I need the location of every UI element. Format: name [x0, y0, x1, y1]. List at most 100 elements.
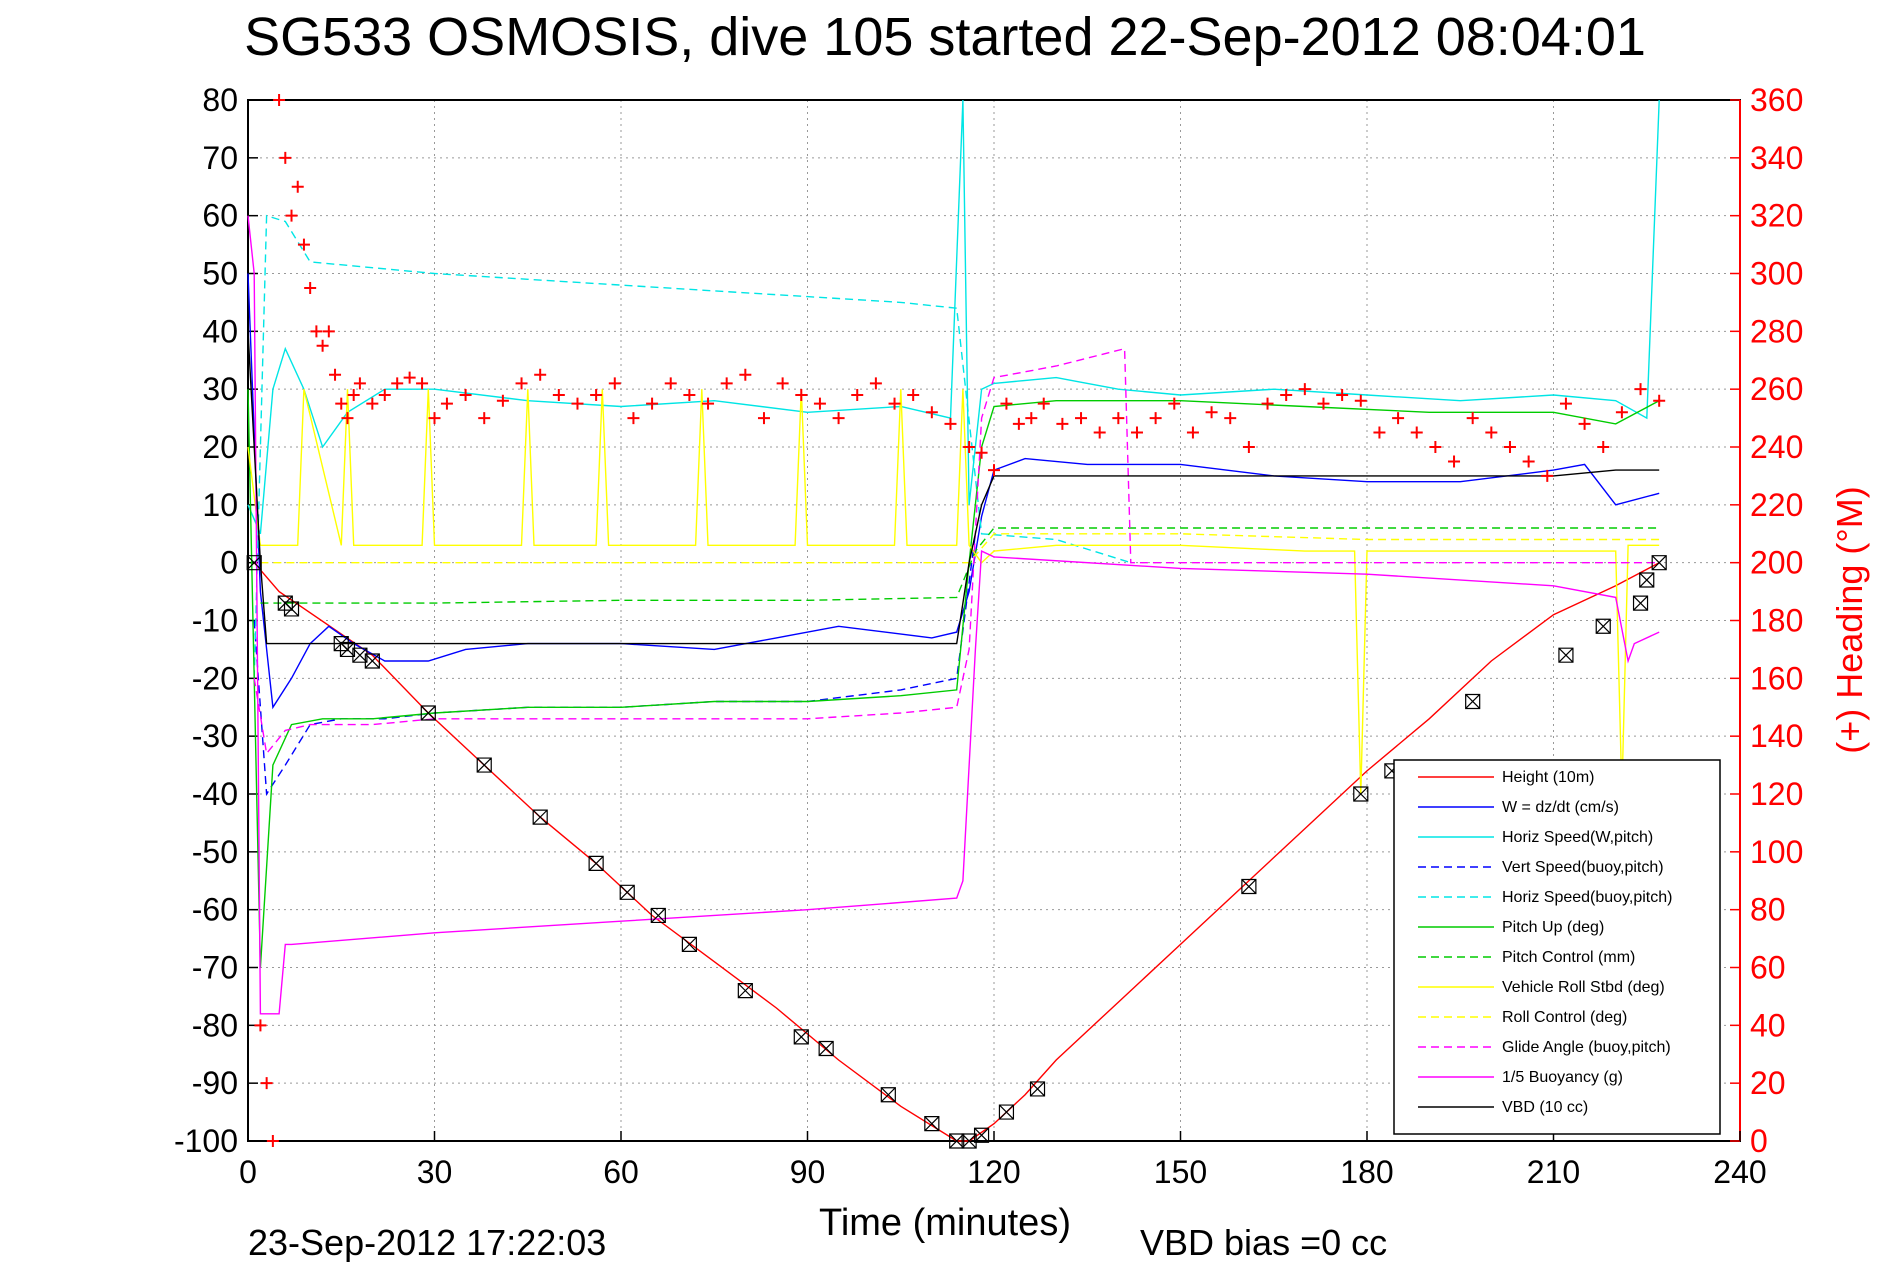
- right-axis-ticks: 0 20 40 60 80 100 120 140 160 180 200 220 240 260 280 3…: [1730, 82, 1803, 1159]
- x-axis-ticks: 0 30 60 90 120 150 180 210 240: [239, 1131, 1767, 1190]
- footer-timestamp: 23-Sep-2012 17:22:03: [248, 1222, 606, 1262]
- r-tick-label-260: 260: [1750, 371, 1803, 407]
- y-tick-label-50: 50: [202, 256, 238, 292]
- heading-point-78: [1429, 441, 1442, 453]
- heading-point-11: [322, 325, 335, 338]
- heading-point-79: [1448, 455, 1461, 468]
- r-tick-label-180: 180: [1750, 603, 1803, 639]
- r-tick-label-80: 80: [1750, 892, 1786, 928]
- heading-point-46: [869, 377, 882, 390]
- height-marker-13: [681, 936, 697, 952]
- height-marker-16: [818, 1040, 834, 1057]
- heading-point-43: [813, 397, 826, 410]
- r-tick-label-100: 100: [1750, 834, 1803, 870]
- height-marker-18: [924, 1116, 940, 1132]
- series-line-11: [247, 331, 1660, 645]
- heading-point-32: [608, 377, 621, 390]
- x-tick-label-210: 210: [1527, 1154, 1580, 1190]
- y-tick-label--30: -30: [192, 718, 238, 754]
- legend-label-6: Pitch Control (mm): [1502, 949, 1635, 966]
- r-tick-label-240: 240: [1750, 429, 1803, 465]
- heading-point-3: [273, 94, 286, 106]
- heading-point-59: [1075, 412, 1088, 425]
- heading-point-18: [378, 388, 391, 401]
- heading-point-74: [1354, 394, 1367, 407]
- series-line-1: [247, 273, 1660, 710]
- height-markers: [246, 555, 1667, 1149]
- heading-point-52: [975, 446, 988, 459]
- heading-point-77: [1410, 426, 1423, 439]
- height-marker-17: [880, 1087, 896, 1103]
- heading-point-15: [347, 388, 360, 401]
- heading-point-7: [297, 238, 310, 251]
- heading-point-0: [254, 1019, 267, 1032]
- height-marker-23: [1029, 1081, 1046, 1097]
- heading-point-5: [285, 209, 298, 222]
- heading-point-29: [552, 388, 565, 401]
- chart-title: SG533 OSMOSIS, dive 105 started 22-Sep-2…: [244, 7, 1646, 67]
- x-tick-label-120: 120: [967, 1154, 1020, 1190]
- heading-point-35: [664, 377, 677, 390]
- heading-point-2: [266, 1135, 279, 1147]
- right-axis-label: (+) Heading (°M): [1829, 486, 1870, 753]
- heading-point-86: [1578, 417, 1591, 430]
- height-marker-15: [793, 1029, 809, 1045]
- y-tick-label-70: 70: [202, 140, 238, 176]
- height-marker-9: [532, 809, 548, 825]
- heading-point-60: [1093, 426, 1106, 439]
- heading-point-90: [1653, 394, 1666, 407]
- heading-point-88: [1615, 406, 1628, 419]
- height-marker-0: [246, 555, 262, 571]
- height-marker-22: [998, 1104, 1015, 1120]
- x-tick-label-150: 150: [1154, 1154, 1207, 1190]
- x-tick-label-90: 90: [790, 1154, 826, 1190]
- heading-point-83: [1522, 455, 1535, 468]
- series-line-6: [260, 527, 1660, 604]
- heading-point-41: [776, 377, 789, 390]
- r-tick-label-320: 320: [1750, 198, 1803, 234]
- height-marker-5: [352, 647, 368, 663]
- legend-box: [1393, 759, 1721, 1135]
- height-marker-27: [1465, 693, 1481, 710]
- height-marker-28: [1558, 647, 1574, 663]
- series-line-3: [253, 533, 977, 797]
- height-marker-30: [1632, 595, 1649, 611]
- x-tick-label-0: 0: [239, 1154, 257, 1190]
- heading-point-51: [963, 441, 976, 453]
- heading-point-67: [1224, 412, 1237, 425]
- heading-point-22: [428, 412, 441, 425]
- heading-point-49: [925, 406, 938, 419]
- r-tick-label-40: 40: [1750, 1007, 1786, 1043]
- heading-point-25: [478, 412, 491, 425]
- series-line-4: [253, 214, 1132, 679]
- heading-point-20: [403, 371, 416, 384]
- heading-point-76: [1392, 412, 1405, 425]
- heading-point-85: [1559, 397, 1572, 410]
- heading-point-80: [1466, 412, 1479, 425]
- heading-point-26: [496, 394, 509, 407]
- height-marker-6: [364, 653, 380, 669]
- r-tick-label-140: 140: [1750, 718, 1803, 754]
- y-tick-label-40: 40: [202, 313, 238, 349]
- x-tick-label-60: 60: [603, 1154, 639, 1190]
- series-line-8: [260, 533, 1660, 564]
- heading-point-47: [888, 397, 901, 410]
- r-tick-label-280: 280: [1750, 313, 1803, 349]
- height-marker-20: [961, 1133, 977, 1149]
- y-tick-label--10: -10: [192, 603, 238, 639]
- heading-point-42: [795, 388, 808, 401]
- y-tick-label--40: -40: [192, 776, 238, 812]
- height-marker-21: [973, 1127, 990, 1143]
- legend-label-8: Roll Control (deg): [1502, 1009, 1627, 1026]
- height-marker-32: [1651, 555, 1667, 571]
- heading-point-73: [1336, 388, 1349, 401]
- heading-point-44: [832, 412, 845, 425]
- heading-point-57: [1037, 397, 1050, 410]
- heading-point-62: [1130, 426, 1143, 439]
- r-tick-label-300: 300: [1750, 256, 1803, 292]
- y-tick-label--100: -100: [174, 1123, 238, 1159]
- height-marker-11: [619, 884, 635, 900]
- heading-point-89: [1634, 383, 1647, 396]
- height-marker-2: [283, 601, 300, 617]
